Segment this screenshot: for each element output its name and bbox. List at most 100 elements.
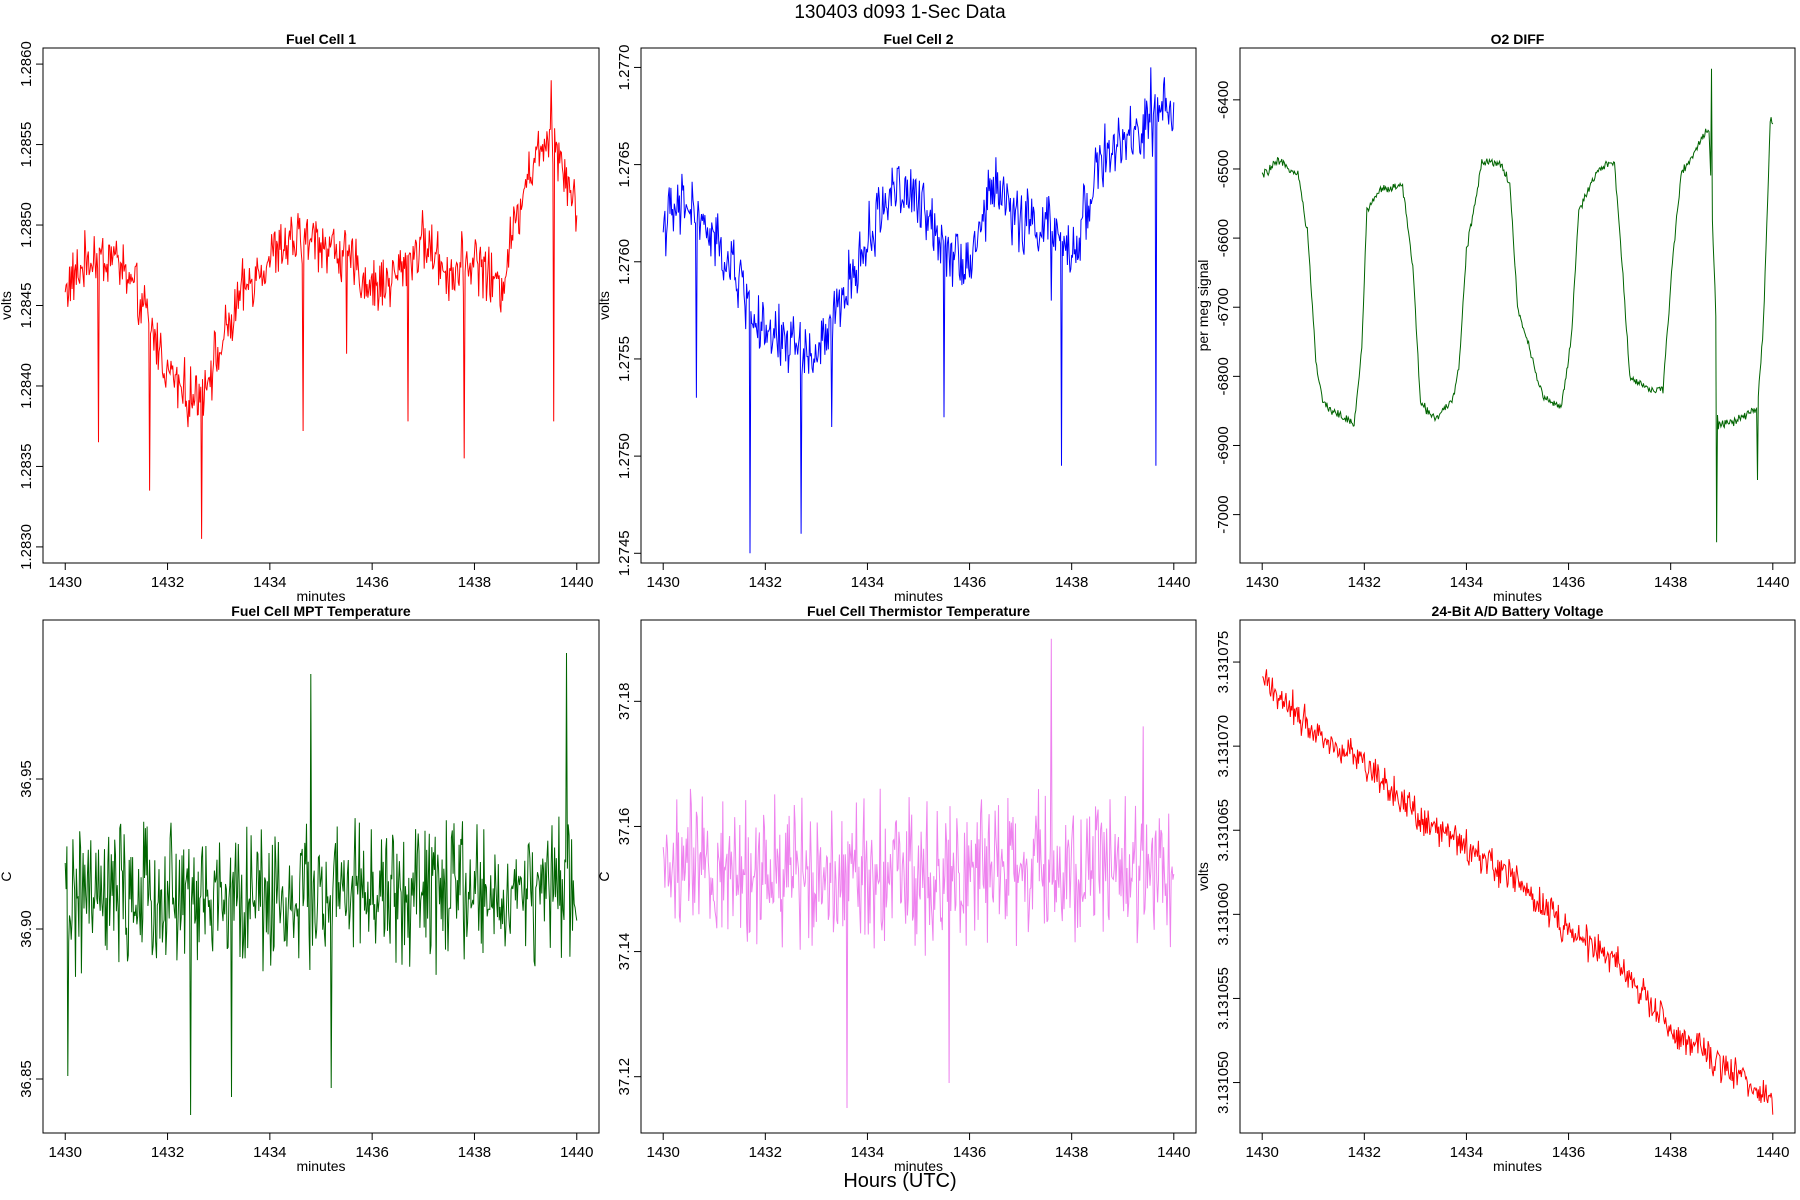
y-axis-label: C: [596, 871, 612, 881]
x-tick-label: 1436: [953, 1144, 986, 1161]
panel-title: Fuel Cell 2: [883, 31, 953, 47]
y-tick-label: 1.2770: [616, 44, 633, 90]
x-tick-label: 1438: [458, 574, 491, 591]
y-tick-label: 1.2760: [616, 239, 633, 285]
y-tick-label: 36.90: [18, 910, 35, 948]
series-line: [1262, 669, 1774, 1115]
x-tick-label: 1436: [355, 574, 388, 591]
x-axis-label: minutes: [296, 1158, 345, 1174]
chart-panel-5: Fuel Cell Thermistor Temperature 1430 1432…: [596, 603, 1197, 1174]
y-axis-label: per meg signal: [1195, 260, 1211, 352]
chart-panel-1: Fuel Cell 1 1430 1432 1434 1436 1438 1440 minut…: [0, 31, 600, 604]
y-tick-label: 1.2765: [616, 142, 633, 188]
x-tick-label: 1430: [1246, 574, 1279, 591]
x-tick-label: 1436: [953, 574, 986, 591]
x-tick-label: 1440: [560, 1144, 593, 1161]
figure-bottom-label: Hours (UTC): [843, 1170, 957, 1192]
x-tick-label: 1430: [647, 574, 680, 591]
y-axis-label: volts: [0, 291, 14, 320]
y-tick-label: 3.131070: [1215, 715, 1232, 778]
x-axis-label: minutes: [296, 588, 345, 604]
chart-panel-2: Fuel Cell 2 1430 1432 1434 1436 1438 1440 minut…: [596, 31, 1197, 604]
y-axis-label: C: [0, 871, 14, 881]
y-tick-label: -6500: [1215, 150, 1232, 188]
x-tick-label: 1440: [1756, 574, 1789, 591]
x-tick-label: 1432: [151, 1144, 184, 1161]
chart-panel-3: O2 DIFF 1430 1432 1434 1436 1438 1440 minutes -7…: [1195, 31, 1796, 604]
x-tick-label: 1432: [1348, 1144, 1381, 1161]
plot-frame: [640, 619, 1197, 1134]
x-tick-label: 1434: [253, 574, 286, 591]
y-tick-label: 37.12: [616, 1058, 633, 1096]
y-tick-label: 1.2840: [18, 363, 35, 409]
y-tick-label: 37.16: [616, 808, 633, 846]
panel-title: Fuel Cell MPT Temperature: [231, 603, 411, 619]
series-line: [662, 67, 1175, 554]
y-tick-label: -6600: [1215, 219, 1232, 257]
y-axis-label: volts: [1195, 862, 1211, 891]
y-tick-label: 36.95: [18, 760, 35, 798]
x-tick-label: 1440: [1157, 574, 1190, 591]
y-tick-label: 3.131060: [1215, 883, 1232, 946]
x-tick-label: 1430: [1246, 1144, 1279, 1161]
y-tick-label: 1.2745: [616, 530, 633, 576]
x-tick-label: 1436: [355, 1144, 388, 1161]
y-tick-label: 1.2830: [18, 524, 35, 570]
chart-panel-6: 24-Bit A/D Battery Voltage 1430 1432 1434 14…: [1195, 603, 1796, 1174]
series-line: [662, 638, 1175, 1109]
x-tick-label: 1438: [1055, 1144, 1088, 1161]
chart-panel-4: Fuel Cell MPT Temperature 1430 1432 1434 143…: [0, 603, 600, 1174]
x-tick-label: 1432: [1348, 574, 1381, 591]
x-tick-label: 1430: [49, 574, 82, 591]
series-line: [64, 652, 578, 1116]
x-tick-label: 1434: [253, 1144, 286, 1161]
y-axis-label: volts: [596, 291, 612, 320]
plot-frame: [1239, 619, 1796, 1134]
y-tick-label: 3.131050: [1215, 1051, 1232, 1114]
panel-title: Fuel Cell 1: [286, 31, 356, 47]
x-tick-label: 1432: [749, 574, 782, 591]
x-axis-label: minutes: [1493, 588, 1542, 604]
y-tick-label: -6700: [1215, 288, 1232, 326]
y-tick-label: 37.14: [616, 933, 633, 971]
panel-title: 24-Bit A/D Battery Voltage: [1432, 603, 1604, 619]
x-tick-label: 1436: [1552, 1144, 1585, 1161]
y-tick-label: 36.85: [18, 1060, 35, 1098]
x-tick-label: 1432: [151, 574, 184, 591]
y-tick-label: 1.2835: [18, 443, 35, 489]
panel-title: Fuel Cell Thermistor Temperature: [807, 603, 1030, 619]
x-tick-label: 1438: [1654, 1144, 1687, 1161]
y-tick-label: 1.2850: [18, 202, 35, 248]
y-tick-label: 1.2755: [616, 336, 633, 382]
y-tick-label: 1.2750: [616, 433, 633, 479]
x-tick-label: 1434: [1450, 574, 1483, 591]
x-tick-label: 1434: [1450, 1144, 1483, 1161]
figure-title: 130403 d093 1-Sec Data: [794, 2, 1006, 23]
x-tick-label: 1440: [1756, 1144, 1789, 1161]
y-tick-label: -6900: [1215, 426, 1232, 464]
x-tick-label: 1430: [647, 1144, 680, 1161]
plot-frame: [42, 619, 600, 1134]
x-tick-label: 1438: [1055, 574, 1088, 591]
plot-frame: [640, 47, 1197, 564]
x-tick-label: 1434: [851, 574, 884, 591]
x-axis-label: minutes: [894, 1158, 943, 1174]
y-tick-label: 3.131065: [1215, 799, 1232, 862]
y-tick-label: 1.2845: [18, 283, 35, 329]
series-line: [1261, 68, 1774, 543]
x-tick-label: 1432: [749, 1144, 782, 1161]
y-tick-label: 37.18: [616, 683, 633, 721]
x-tick-label: 1440: [560, 574, 593, 591]
x-tick-label: 1430: [49, 1144, 82, 1161]
x-axis-label: minutes: [894, 588, 943, 604]
y-tick-label: 3.131075: [1215, 631, 1232, 694]
x-tick-label: 1436: [1552, 574, 1585, 591]
y-tick-label: 3.131055: [1215, 967, 1232, 1030]
x-tick-label: 1438: [1654, 574, 1687, 591]
x-tick-label: 1438: [458, 1144, 491, 1161]
plot-frame: [1239, 47, 1796, 564]
y-tick-label: -6400: [1215, 81, 1232, 119]
x-tick-label: 1434: [851, 1144, 884, 1161]
x-axis-label: minutes: [1493, 1158, 1542, 1174]
